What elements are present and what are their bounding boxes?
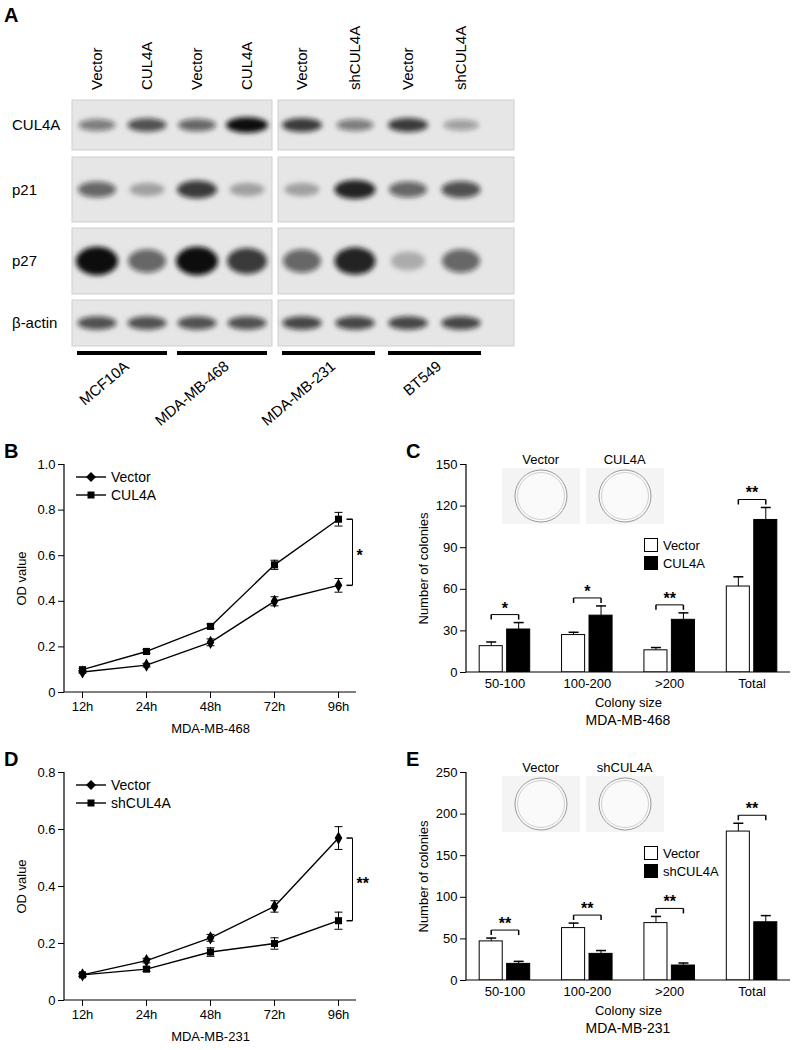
svg-text:150: 150 xyxy=(436,848,458,863)
svg-text:**: ** xyxy=(663,590,676,607)
svg-text:120: 120 xyxy=(436,498,458,513)
svg-text:48h: 48h xyxy=(200,1007,222,1022)
html-text:CUL4A: CUL4A xyxy=(662,555,705,571)
svg-text:0: 0 xyxy=(48,993,55,1008)
svg-text:0.6: 0.6 xyxy=(37,822,55,837)
html-text:D: D xyxy=(4,748,19,770)
svg-text:p21: p21 xyxy=(12,181,37,198)
svg-text:250: 250 xyxy=(436,765,458,780)
svg-text:Total: Total xyxy=(738,984,766,999)
svg-text:>200: >200 xyxy=(655,984,684,999)
html-text:shCUL4A: shCUL4A xyxy=(596,760,653,775)
svg-text:*: * xyxy=(357,547,364,564)
svg-text:50-100: 50-100 xyxy=(485,984,525,999)
svg-text:24h: 24h xyxy=(136,699,158,714)
svg-text:MDA-MB-468: MDA-MB-468 xyxy=(171,721,250,736)
svg-text:0.6: 0.6 xyxy=(37,548,55,563)
svg-text:60: 60 xyxy=(443,581,457,596)
html-text:C: C xyxy=(406,440,421,462)
svg-text:48h: 48h xyxy=(200,699,222,714)
svg-text:**: ** xyxy=(357,874,370,891)
svg-text:Number of colonies: Number of colonies xyxy=(416,820,431,932)
html-text:Vector: Vector xyxy=(522,452,560,467)
svg-text:**: ** xyxy=(499,915,512,932)
svg-text:β-actin: β-actin xyxy=(12,314,57,331)
svg-text:0.8: 0.8 xyxy=(37,765,55,780)
svg-text:shCUL4A: shCUL4A xyxy=(452,26,469,90)
svg-text:12h: 12h xyxy=(72,1007,94,1022)
svg-text:Vector: Vector xyxy=(293,47,310,90)
svg-text:72h: 72h xyxy=(264,1007,286,1022)
svg-text:OD value: OD value xyxy=(14,859,29,913)
svg-text:CUL4A: CUL4A xyxy=(238,42,255,90)
svg-text:150: 150 xyxy=(436,457,458,472)
svg-text:MCF10A: MCF10A xyxy=(76,357,132,408)
svg-text:>200: >200 xyxy=(655,676,684,691)
svg-text:96h: 96h xyxy=(328,699,350,714)
svg-text:**: ** xyxy=(581,900,594,917)
svg-text:30: 30 xyxy=(443,623,457,638)
html-text:CUL4A: CUL4A xyxy=(603,452,646,467)
svg-text:Number of colonies: Number of colonies xyxy=(416,512,431,624)
svg-text:*: * xyxy=(502,600,509,617)
svg-text:0.8: 0.8 xyxy=(37,502,55,517)
svg-text:Colony size: Colony size xyxy=(595,1003,662,1018)
html-text:shCUL4A: shCUL4A xyxy=(111,795,171,811)
html-text:CUL4A: CUL4A xyxy=(111,487,157,503)
svg-text:OD value: OD value xyxy=(14,551,29,605)
html-text:B: B xyxy=(4,440,19,462)
svg-text:Colony size: Colony size xyxy=(595,695,662,710)
svg-text:50-100: 50-100 xyxy=(485,676,525,691)
svg-text:0: 0 xyxy=(48,685,55,700)
html-text:A: A xyxy=(4,4,19,26)
svg-text:200: 200 xyxy=(436,806,458,821)
html-text:shCUL4A: shCUL4A xyxy=(662,863,719,879)
html-text:Vector: Vector xyxy=(111,777,151,793)
svg-text:0.2: 0.2 xyxy=(37,936,55,951)
svg-text:1.0: 1.0 xyxy=(37,457,55,472)
svg-text:Vector: Vector xyxy=(88,47,105,90)
svg-text:0.2: 0.2 xyxy=(37,639,55,654)
svg-text:24h: 24h xyxy=(136,1007,158,1022)
svg-text:50: 50 xyxy=(443,931,457,946)
svg-text:**: ** xyxy=(663,893,676,910)
svg-text:**: ** xyxy=(746,484,759,501)
svg-text:90: 90 xyxy=(443,540,457,555)
svg-text:100: 100 xyxy=(436,889,458,904)
svg-text:Total: Total xyxy=(738,676,766,691)
svg-text:0.4: 0.4 xyxy=(37,879,55,894)
html-text:MDA-MB-231: MDA-MB-231 xyxy=(585,1020,671,1036)
html-text:Vector: Vector xyxy=(662,537,700,553)
svg-text:*: * xyxy=(584,583,591,600)
svg-text:Vector: Vector xyxy=(399,47,416,90)
svg-text:CUL4A: CUL4A xyxy=(138,42,155,90)
html-text:Vector: Vector xyxy=(662,845,700,861)
html-text:MDA-MB-468: MDA-MB-468 xyxy=(585,712,671,728)
svg-text:**: ** xyxy=(746,800,759,817)
svg-text:p27: p27 xyxy=(12,252,37,269)
svg-text:CUL4A: CUL4A xyxy=(12,116,60,133)
svg-text:shCUL4A: shCUL4A xyxy=(346,26,363,90)
svg-text:100-200: 100-200 xyxy=(563,676,611,691)
svg-text:MDA-MB-468: MDA-MB-468 xyxy=(151,357,232,428)
svg-text:0: 0 xyxy=(450,665,457,680)
svg-text:0: 0 xyxy=(450,973,457,988)
html-text:Vector: Vector xyxy=(111,469,151,485)
svg-text:MDA-MB-231: MDA-MB-231 xyxy=(171,1029,250,1044)
svg-text:100-200: 100-200 xyxy=(563,984,611,999)
svg-text:12h: 12h xyxy=(72,699,94,714)
svg-text:72h: 72h xyxy=(264,699,286,714)
svg-text:96h: 96h xyxy=(328,1007,350,1022)
html-text:Vector: Vector xyxy=(522,760,560,775)
svg-text:0.4: 0.4 xyxy=(37,593,55,608)
html-text:E: E xyxy=(406,748,420,770)
svg-text:MDA-MB-231: MDA-MB-231 xyxy=(258,357,339,428)
svg-text:BT549: BT549 xyxy=(400,357,445,398)
svg-text:Vector: Vector xyxy=(188,47,205,90)
